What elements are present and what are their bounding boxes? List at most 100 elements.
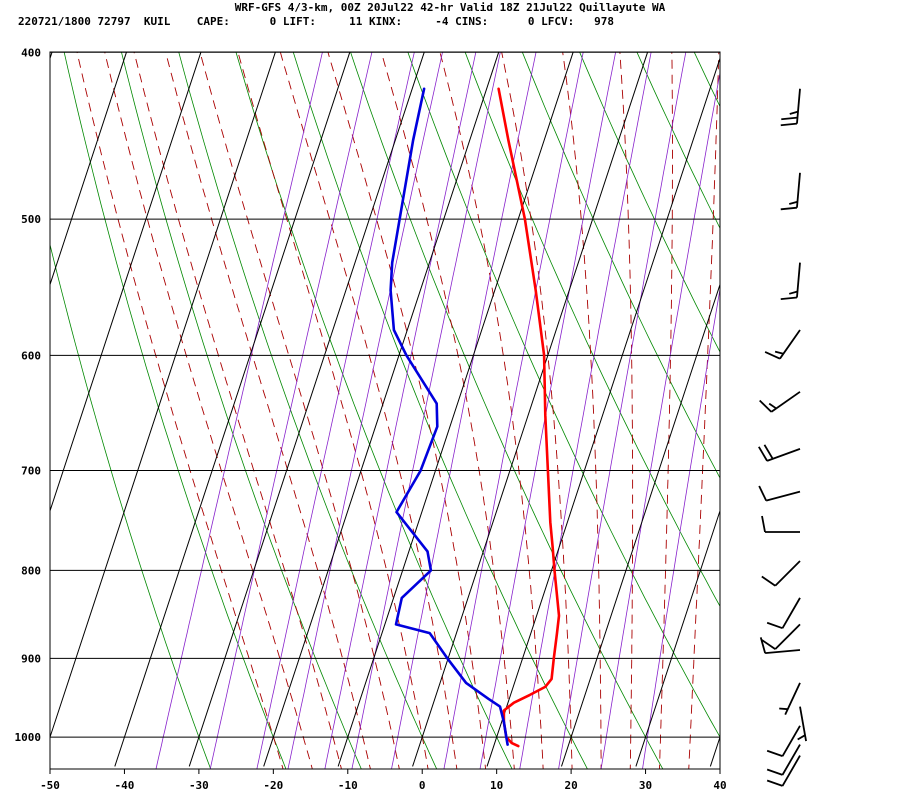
plot-frame xyxy=(49,51,721,770)
isotherm xyxy=(188,52,425,767)
isotherm xyxy=(337,52,574,767)
wind-barb-feather xyxy=(780,296,798,300)
wind-barb-feather xyxy=(766,621,783,630)
temperature-tick-label: -40 xyxy=(115,779,135,792)
mixing-ratio-line xyxy=(443,52,584,769)
wind-barb-feather xyxy=(781,116,798,121)
temperature-tick-label: 40 xyxy=(713,779,726,792)
wind-barb xyxy=(761,515,800,533)
wind-barb-feather xyxy=(774,350,784,355)
wind-barb-feather xyxy=(759,637,766,654)
dry-adiabat xyxy=(63,52,287,769)
wind-barb-feather xyxy=(761,639,776,650)
mixing-ratio-line xyxy=(479,52,617,769)
dry-adiabat xyxy=(579,52,720,353)
moist-adiabat xyxy=(688,52,720,769)
pressure-tick-label: 400 xyxy=(21,46,41,59)
wind-barb xyxy=(766,755,801,787)
mixing-ratio-line xyxy=(155,52,323,769)
dry-adiabat xyxy=(742,33,900,773)
wind-barb-feather xyxy=(759,399,772,413)
wind-barb-staff xyxy=(774,560,801,587)
grid-lines xyxy=(49,51,721,767)
wind-barb-feather xyxy=(764,351,781,360)
isotherm xyxy=(560,284,721,767)
isotherm xyxy=(114,52,351,767)
wind-barb xyxy=(779,682,801,715)
wind-barb-staff xyxy=(765,490,801,502)
pressure-tick-label: 900 xyxy=(21,652,41,665)
isotherm xyxy=(635,510,721,767)
wind-barb-feather xyxy=(789,200,798,205)
wind-barb xyxy=(766,744,801,776)
wind-barb-feather xyxy=(766,768,783,776)
dry-adiabat xyxy=(799,33,900,773)
temperature-tick-label: -50 xyxy=(40,779,60,792)
dry-adiabat xyxy=(521,52,720,479)
wind-barb-feather xyxy=(789,290,798,295)
temperature-tick-label: 20 xyxy=(564,779,577,792)
wind-barb-feather xyxy=(763,444,774,460)
mixing-ratio-line xyxy=(351,52,501,769)
wind-barb-staff xyxy=(765,649,801,654)
pressure-tick-label: 700 xyxy=(21,465,41,478)
moist-adiabat xyxy=(279,52,458,769)
wind-barb-feather xyxy=(761,515,766,533)
isotherm xyxy=(49,52,202,512)
temperature-tick-label: -20 xyxy=(263,779,283,792)
wind-barbs xyxy=(758,88,807,787)
isotherm xyxy=(49,52,127,285)
wind-barb-feather xyxy=(768,402,777,410)
pressure-tick-label: 1000 xyxy=(15,731,42,744)
moist-adiabat xyxy=(165,52,371,769)
wind-barb xyxy=(761,560,801,587)
wind-barb xyxy=(766,597,801,630)
temperature-tick-label: 0 xyxy=(419,779,426,792)
wind-barb xyxy=(764,329,801,360)
mixing-ratio-line xyxy=(600,70,720,769)
wind-barb-feather xyxy=(758,485,768,502)
tick-labels: 400 500 600 700 800 900 1000 -50 -40 -30 -20 -10 0 10… xyxy=(15,46,727,792)
temperature-tick-label: -10 xyxy=(338,779,358,792)
wind-barb-staff xyxy=(781,744,801,776)
isotherm xyxy=(263,52,500,767)
moist-adiabat xyxy=(237,52,429,769)
station-indices: 220721/1800 72797 KUIL CAPE: 0 LIFT: 11 … xyxy=(18,15,615,28)
wind-barb-staff xyxy=(781,725,801,757)
dewpoint-profile xyxy=(389,87,509,746)
isotherm xyxy=(49,52,276,738)
moist-adiabat xyxy=(659,52,673,769)
wind-barb xyxy=(759,391,801,413)
wind-barb-feather xyxy=(780,206,798,211)
wind-barb xyxy=(780,172,801,211)
temperature-tick-label: 10 xyxy=(490,779,503,792)
pressure-tick-label: 600 xyxy=(21,349,41,362)
wind-barb xyxy=(759,637,801,654)
mixing-ratio-line xyxy=(519,52,652,769)
wind-barb-staff xyxy=(781,755,801,787)
moist-adiabat xyxy=(76,52,284,769)
wind-barb-feather xyxy=(780,122,798,127)
pressure-tick-label: 500 xyxy=(21,213,41,226)
wind-barb xyxy=(766,725,801,757)
wind-barb-staff xyxy=(781,597,801,629)
dry-adiabat xyxy=(693,52,720,108)
wind-barb-feather xyxy=(758,446,768,462)
chart-title: WRF-GFS 4/3-km, 00Z 20Jul22 42-hr Valid … xyxy=(234,1,666,14)
isotherm xyxy=(486,58,721,767)
wind-barb-feather xyxy=(797,734,806,741)
wind-barb-feather xyxy=(766,749,783,757)
wind-barb xyxy=(797,706,807,742)
isotherm xyxy=(709,736,721,767)
wind-barb-feather xyxy=(766,779,783,787)
wind-barb-feather xyxy=(789,110,799,115)
moist-adiabat xyxy=(104,52,313,769)
moist-adiabat xyxy=(619,52,634,769)
dry-adiabat xyxy=(50,242,212,769)
mixing-ratio-line xyxy=(287,52,443,769)
temperature-tick-label: -30 xyxy=(189,779,209,792)
wind-barb-feather xyxy=(761,575,776,587)
dry-adiabat xyxy=(178,52,438,769)
temperature-profile xyxy=(497,87,561,748)
moist-adiabat xyxy=(380,52,515,769)
